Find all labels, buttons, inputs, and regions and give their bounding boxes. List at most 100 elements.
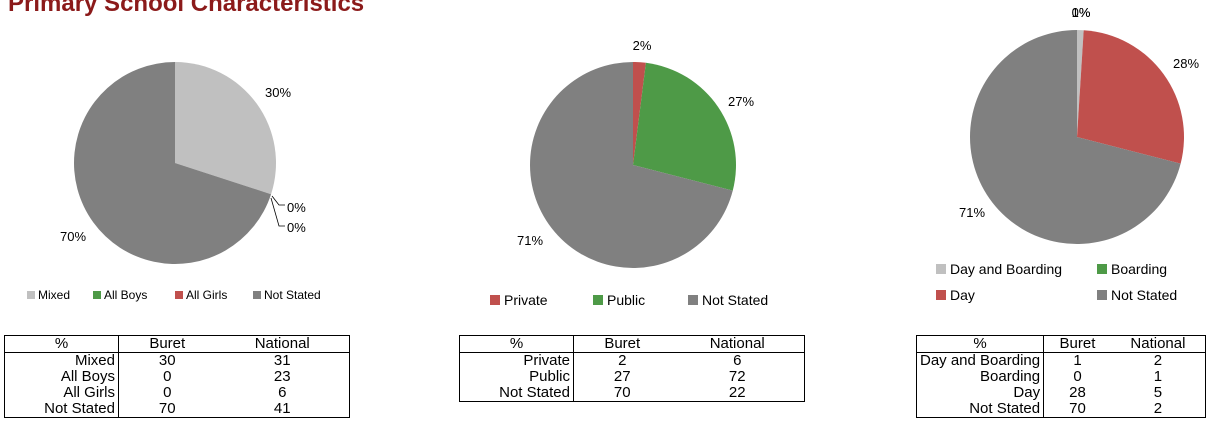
table-header-cell: National [215, 335, 350, 353]
data-label: 1% [1072, 5, 1091, 20]
legend-label: All Boys [104, 288, 148, 302]
row-label: Day and Boarding [915, 352, 1045, 369]
legend-item: Day [936, 287, 975, 303]
table-row: Public 27 72 [459, 368, 805, 385]
data-table-boarding: % Buret National Day and Boarding 1 2 Bo… [915, 335, 1206, 418]
row-label: Not Stated [459, 385, 574, 402]
legend-swatch [93, 291, 101, 299]
legend-swatch [490, 295, 500, 305]
table-header-cell: % [459, 335, 574, 353]
national-value: 23 [215, 369, 350, 385]
data-label: 0% [287, 220, 306, 235]
row-label: Public [459, 369, 574, 385]
row-label: Day [915, 385, 1045, 401]
leader-line [271, 195, 285, 206]
national-value: 72 [670, 369, 805, 385]
pie-slice-public [633, 62, 736, 191]
legend-swatch [253, 291, 261, 299]
legend-label: Mixed [38, 288, 71, 302]
table-header-cell: National [1110, 335, 1206, 353]
pie-slice-day [1077, 30, 1184, 164]
table-row: Not Stated 70 41 [4, 401, 350, 418]
legend-item: All Girls [175, 288, 227, 302]
table-header-row: % Buret National [459, 335, 805, 353]
legend-label: All Girls [186, 288, 228, 302]
pie-slice-not-stated [73, 62, 272, 264]
table-row: All Girls 0 6 [4, 384, 350, 401]
data-label: 70% [60, 229, 86, 244]
buret-value: 0 [163, 384, 172, 401]
legend-item: Not Stated [253, 288, 321, 302]
pie-slice-not-stated [969, 30, 1181, 244]
table-row: Boarding 0 1 [915, 368, 1206, 385]
data-label: 0% [287, 200, 306, 215]
national-value: 31 [215, 352, 350, 369]
national-value: 2 [1110, 401, 1206, 418]
legend-swatch [936, 264, 946, 274]
buret-value: 70 [1043, 401, 1111, 418]
row-label: Mixed [4, 352, 119, 369]
data-label: 28% [1173, 56, 1199, 71]
legend-swatch [936, 290, 946, 300]
table-row: Not Stated 70 2 [915, 401, 1206, 418]
legend-item: Not Stated [1097, 287, 1177, 303]
legend-label: Day and Boarding [950, 261, 1063, 277]
legend-swatch [1097, 264, 1107, 274]
national-value: 2 [1110, 352, 1206, 369]
national-value: 6 [670, 352, 805, 369]
row-label: All Boys [4, 369, 119, 385]
pie-slice-day-and-boarding [1077, 30, 1084, 137]
data-table-ownership: % Buret National Private 2 6 Public 27 7… [459, 335, 805, 402]
buret-value: 28 [1069, 384, 1086, 401]
legend-label: Boarding [1111, 261, 1168, 277]
leader-line [270, 197, 285, 227]
table-row: Not Stated 70 22 [459, 385, 805, 402]
data-label: 2% [633, 38, 652, 53]
legend-swatch [688, 295, 698, 305]
data-label: 30% [265, 85, 291, 100]
table-row: Day and Boarding 1 2 [915, 352, 1206, 369]
legend-label: Not Stated [702, 292, 769, 308]
buret-value: 70 [573, 385, 671, 402]
data-label: 71% [517, 233, 543, 248]
national-value: 22 [670, 385, 805, 402]
data-label: 27% [728, 94, 754, 109]
legend-swatch [27, 291, 35, 299]
table-row: All Boys 0 23 [4, 368, 350, 385]
legend-swatch [593, 295, 603, 305]
page-title: Primary School Characteristics [8, 0, 365, 17]
legend-item: Mixed [27, 288, 70, 302]
national-value: 5 [1110, 385, 1206, 401]
legend-label: Public [607, 292, 646, 308]
table-header-row: % Buret National [915, 335, 1206, 353]
table-header-cell: National [670, 335, 805, 353]
table-header-cell: Buret [573, 335, 671, 353]
legend-label: Day [950, 287, 975, 303]
legend-item: All Boys [93, 288, 147, 302]
buret-value: 27 [613, 368, 631, 385]
legend-swatch [1097, 290, 1107, 300]
legend-label: Not Stated [1111, 287, 1178, 303]
table-header-cell: % [915, 335, 1045, 353]
row-label: Not Stated [4, 401, 119, 418]
legend-item: Day and Boarding [936, 261, 1062, 277]
row-label: Not Stated [915, 401, 1045, 418]
national-value: 1 [1110, 369, 1206, 385]
legend-label: Not Stated [264, 288, 321, 302]
data-table-gender: % Buret National Mixed 30 31 All Boys 0 … [4, 335, 350, 418]
legend-item: Not Stated [688, 292, 768, 308]
pie-slice-private [633, 62, 646, 165]
table-header-cell: Buret [1043, 335, 1111, 353]
buret-value: 0 [163, 368, 172, 385]
legend-item: Private [490, 292, 548, 308]
legend-item: Public [593, 292, 645, 308]
buret-value: 0 [1073, 368, 1082, 385]
pie-slice-not-stated [529, 62, 733, 268]
table-row: Day 28 5 [915, 384, 1206, 401]
legend-label: Private [504, 292, 548, 308]
national-value: 41 [215, 401, 350, 418]
legend-swatch [175, 291, 183, 299]
